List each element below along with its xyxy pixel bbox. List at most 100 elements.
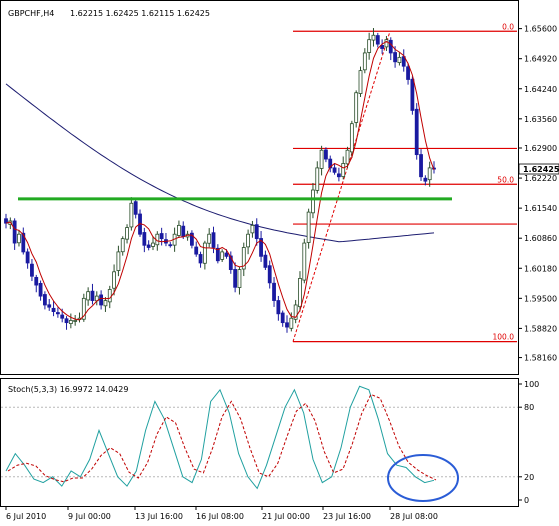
stoch-tick-label: 100 <box>524 380 539 389</box>
price-tick-label: 1.61540 <box>524 204 557 213</box>
candle-body <box>419 154 423 178</box>
candle-body <box>202 242 207 264</box>
candle-body <box>427 167 432 181</box>
candle-body <box>259 238 263 257</box>
candle-body <box>68 320 73 324</box>
price-tick-label: 1.59500 <box>524 294 557 303</box>
sma-long-line <box>5 83 435 243</box>
candle-body <box>349 123 354 153</box>
candle-body <box>341 163 346 177</box>
candle-body <box>263 254 268 268</box>
candle-body <box>215 247 220 262</box>
candle-body <box>99 294 104 306</box>
price-tick-label: 1.62220 <box>524 174 557 183</box>
candle-body <box>345 149 350 165</box>
candle-body <box>367 39 372 53</box>
candle-body <box>73 320 78 322</box>
candle-body <box>103 300 108 307</box>
candle-body <box>315 167 320 191</box>
candle-body <box>189 232 194 246</box>
candle-body <box>17 233 21 244</box>
candle-body <box>324 149 328 160</box>
candle-body <box>237 269 242 288</box>
candle-body <box>125 227 129 240</box>
candle-body <box>388 39 393 54</box>
sma-short-layer <box>5 40 435 321</box>
candle-body <box>414 108 419 156</box>
current-price-label: 1.62425 <box>523 165 559 174</box>
candle-body <box>293 304 298 320</box>
candle-body <box>423 177 428 182</box>
candle-body <box>371 34 376 41</box>
candle-body <box>159 233 164 240</box>
indicator-header: Stoch(5,3,3) 16.9972 14.0429 <box>8 385 128 394</box>
candle-body <box>151 242 155 247</box>
price-tick-label: 1.58820 <box>524 324 557 333</box>
candle-body <box>358 70 363 94</box>
candle-body <box>272 282 276 301</box>
candle-body <box>64 318 69 324</box>
candle-body <box>34 276 39 286</box>
fibonacci-levels: 0.0 50.0 100.0 <box>292 22 517 343</box>
candle-body <box>194 246 199 255</box>
candle-body <box>60 314 65 319</box>
current-price-box <box>518 163 559 175</box>
stoch-axis: 100 80 20 0 <box>518 380 539 505</box>
price-tick-label: 1.60180 <box>524 264 557 273</box>
candle-body <box>289 317 294 329</box>
candle-body <box>168 244 173 247</box>
chart-header-ohlc: 1.62215 1.62425 1.62115 1.62425 <box>70 9 210 18</box>
candle-body <box>267 265 272 284</box>
candle-body <box>233 269 238 288</box>
stoch-lines <box>5 385 437 490</box>
candle-body <box>55 312 60 315</box>
candle-body <box>280 312 285 324</box>
current-price-marker: 1.62425 <box>518 163 559 175</box>
indicator-panel-frame <box>0 378 519 507</box>
candle-body <box>133 201 138 215</box>
candle-body <box>25 251 30 264</box>
candle-body <box>181 225 186 237</box>
candle-body <box>380 45 385 49</box>
time-tick-label: 13 Jul 16:00 <box>135 512 183 521</box>
candle-body <box>120 238 125 253</box>
stoch-tick-label: 0 <box>524 496 529 505</box>
candle-body <box>393 52 397 63</box>
price-tick-label: 1.64920 <box>524 55 557 64</box>
candle-body <box>410 78 415 111</box>
candle-body <box>220 251 225 260</box>
time-tick-label: 6 Jul 2010 <box>6 512 46 521</box>
time-tick-label: 16 Jul 08:00 <box>196 512 244 521</box>
candle-body <box>406 66 410 80</box>
candle-body <box>397 56 402 63</box>
candle-body <box>21 232 26 253</box>
price-axis: 1.65600 1.64920 1.64240 1.63560 1.62900 1.622… <box>518 25 557 363</box>
stoch-tick-label: 20 <box>524 473 534 482</box>
candle-body <box>142 232 147 246</box>
price-tick-label: 1.60860 <box>524 234 557 243</box>
candle-body <box>375 35 380 45</box>
candle-body <box>86 291 91 301</box>
candle-body <box>250 224 255 234</box>
time-tick-label: 21 Jul 00:00 <box>262 512 310 521</box>
candle-body <box>129 202 134 228</box>
time-tick-label: 9 Jul 00:00 <box>68 512 111 521</box>
candle-body <box>254 224 259 240</box>
candle-body <box>332 167 337 173</box>
candle-body <box>211 232 216 248</box>
candle-body <box>246 233 251 248</box>
price-tick-label: 1.62900 <box>524 144 557 153</box>
candle-body <box>107 289 112 303</box>
price-tick-label: 1.64240 <box>524 85 557 94</box>
candle-body <box>311 189 315 214</box>
price-tick-label: 1.58160 <box>524 354 557 363</box>
candle-body <box>38 283 43 297</box>
price-tick-label: 1.63560 <box>524 115 557 124</box>
candle-body <box>51 307 56 312</box>
candle-body <box>336 173 341 178</box>
candle-body <box>276 300 281 315</box>
candle-body <box>241 247 246 270</box>
fib-level-label: 0.0 <box>502 22 514 31</box>
candles-layer <box>4 28 436 333</box>
